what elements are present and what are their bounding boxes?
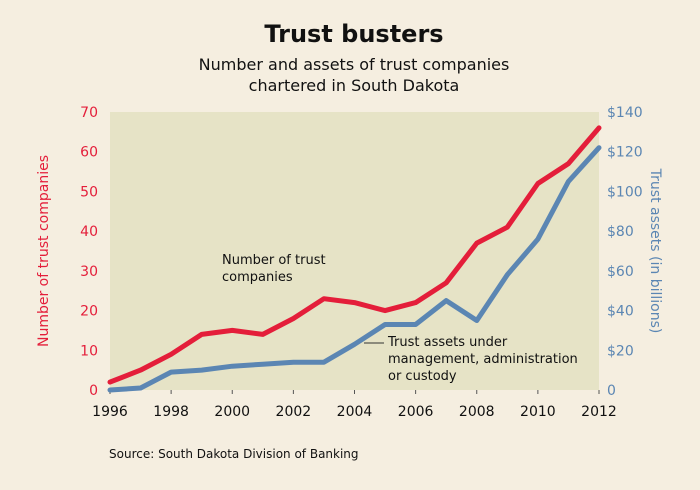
left-tick-label: 20 (80, 304, 98, 320)
chart-title: Trust busters (264, 20, 443, 48)
right-axis-ticks: 0 $20 $40 $60 $80 $100 $120 $140 (607, 105, 643, 399)
right-tick-label: $80 (607, 224, 634, 240)
right-tick-label: $40 (607, 304, 634, 320)
left-tick-label: 30 (80, 264, 98, 280)
series-group (107, 125, 602, 393)
right-tick-label: $20 (607, 343, 634, 359)
trust-assets-line (107, 145, 602, 393)
left-tick-label: 60 (80, 145, 98, 161)
x-tick-label: 2004 (337, 404, 373, 420)
left-tick-label: 70 (80, 105, 98, 121)
x-tick-label: 2000 (214, 404, 250, 420)
x-tick-label: 1996 (92, 404, 128, 420)
right-tick-label: 0 (607, 383, 616, 399)
chart-subtitle-line-1: Number and assets of trust companies (199, 55, 510, 74)
right-axis-title: Trust assets (in billions) (647, 168, 663, 334)
assets-annotation-line-1: Trust assets under (387, 335, 508, 350)
right-tick-label: $100 (607, 184, 643, 200)
left-axis-ticks: 0 10 20 30 40 50 60 70 (80, 105, 98, 399)
x-tick-label: 2012 (581, 404, 617, 420)
number-annotation-line-2: companies (222, 270, 293, 285)
right-tick-label: $120 (607, 145, 643, 161)
x-tick-label: 2010 (520, 404, 556, 420)
right-tick-label: $140 (607, 105, 643, 121)
chart-subtitle-line-2: chartered in South Dakota (249, 76, 460, 95)
left-axis-title: Number of trust companies (36, 155, 52, 347)
x-tick-label: 2002 (276, 404, 312, 420)
source-note: Source: South Dakota Division of Banking (109, 447, 359, 461)
left-tick-label: 10 (80, 343, 98, 359)
left-tick-label: 50 (80, 184, 98, 200)
left-tick-label: 40 (80, 224, 98, 240)
number-annotation-line-1: Number of trust (222, 253, 326, 268)
x-tick-label: 2006 (398, 404, 434, 420)
x-axis-ticks: 1996 1998 2000 2002 2004 2006 2008 2010 2012 (92, 390, 617, 420)
left-tick-label: 0 (89, 383, 98, 399)
x-tick-label: 2008 (459, 404, 495, 420)
assets-annotation-line-2: management, administration (388, 352, 578, 367)
right-tick-label: $60 (607, 264, 634, 280)
assets-annotation-line-3: or custody (388, 369, 457, 384)
trust-companies-line (107, 125, 602, 385)
x-tick-label: 1998 (153, 404, 189, 420)
